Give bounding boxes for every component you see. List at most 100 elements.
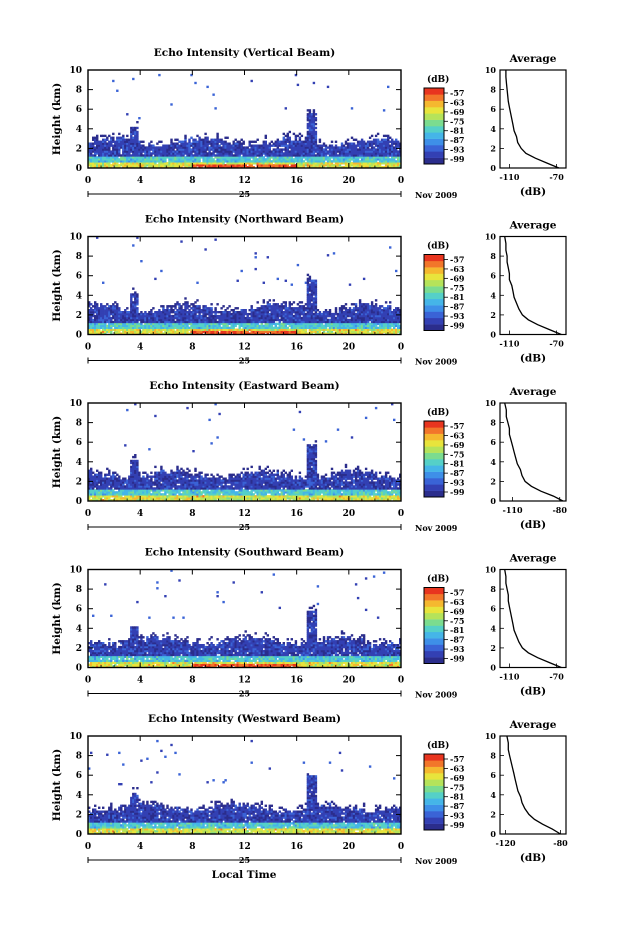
heatmap-cell xyxy=(194,138,197,141)
y-tick-label: 0 xyxy=(76,331,82,341)
heatmap-cell xyxy=(296,83,300,87)
heatmap-cell xyxy=(114,158,117,161)
heatmap-cell xyxy=(218,148,221,151)
heatmap-cell xyxy=(134,148,137,151)
heatmap-cell xyxy=(152,307,155,310)
heatmap-cell xyxy=(200,162,203,165)
heatmap-cell xyxy=(124,154,127,157)
heatmap-cell xyxy=(134,166,137,169)
heatmap-cell xyxy=(106,164,109,167)
heatmap-cell xyxy=(214,140,217,143)
heatmap-cell xyxy=(134,291,137,294)
heatmap-cell xyxy=(212,148,215,151)
heatmap-cell xyxy=(244,154,247,157)
heatmap-cell xyxy=(172,142,175,145)
heatmap-cell xyxy=(232,156,235,159)
heatmap-cell xyxy=(314,122,318,126)
colorbar-swatch xyxy=(424,286,444,293)
heatmap-cell xyxy=(268,299,272,302)
heatmap-cell xyxy=(98,140,101,143)
heatmap-cell xyxy=(250,305,253,308)
heatmap-cell xyxy=(234,152,237,155)
heatmap-cell xyxy=(284,301,288,304)
heatmap-cell xyxy=(130,128,133,132)
heatmap-cell xyxy=(256,146,259,149)
heatmap-cell xyxy=(108,469,111,472)
heatmap-cell xyxy=(226,156,229,159)
heatmap-cell xyxy=(246,146,249,149)
heatmap-cell xyxy=(220,162,223,165)
heatmap-cell xyxy=(218,144,221,147)
heatmap-cell xyxy=(395,269,398,273)
heatmap-cell xyxy=(226,154,229,157)
heatmap-cell xyxy=(174,162,177,165)
heatmap-cell xyxy=(142,156,145,159)
heatmap-cell xyxy=(92,150,95,153)
heatmap-cell xyxy=(208,140,211,143)
heatmap-cell xyxy=(172,152,175,155)
heatmap-cell xyxy=(170,158,173,161)
heatmap-cell xyxy=(186,154,189,157)
heatmap-cell xyxy=(264,150,268,153)
heatmap-cell xyxy=(138,160,141,163)
heatmap-cell xyxy=(118,475,121,478)
heatmap-cells xyxy=(88,236,402,335)
heatmap-cell xyxy=(202,160,205,163)
heatmap-cell xyxy=(102,162,105,165)
profile-y-tick-label: 0 xyxy=(490,163,496,173)
heatmap-cell xyxy=(188,146,191,149)
heatmap-cell xyxy=(254,140,257,143)
heatmap-cell xyxy=(250,156,253,159)
heatmap-cell xyxy=(314,117,318,120)
heatmap-cell xyxy=(330,140,334,143)
heatmap-cell xyxy=(190,142,193,145)
heatmap-cell xyxy=(138,152,141,155)
heatmap-cell xyxy=(120,158,123,161)
heatmap-cell xyxy=(246,152,249,155)
heatmap-cell xyxy=(216,156,219,159)
heatmap-cell xyxy=(164,162,167,165)
heatmap-cell xyxy=(184,144,187,147)
heatmap-cell xyxy=(198,158,201,161)
heatmap-cell xyxy=(186,146,189,149)
heatmap-cell xyxy=(284,279,288,282)
heatmap-cell xyxy=(208,148,211,151)
x-tick-label: 4 xyxy=(137,343,143,353)
heatmap-cell xyxy=(124,148,127,151)
heatmap-cell xyxy=(254,150,257,153)
heatmap-cell xyxy=(224,148,227,151)
heatmap-cell xyxy=(102,144,105,147)
heatmap-cell xyxy=(150,156,153,159)
y-tick-label: 2 xyxy=(76,311,82,321)
heatmap-cell xyxy=(168,158,171,161)
heatmap-cell xyxy=(218,160,221,163)
heatmap-cell xyxy=(152,158,155,161)
heatmap-cell xyxy=(374,299,378,302)
heatmap-cell xyxy=(116,142,119,145)
heatmap-cell xyxy=(124,156,127,159)
heatmap-cell xyxy=(200,140,203,143)
heatmap-cell xyxy=(244,166,247,169)
heatmap-cell xyxy=(138,148,141,151)
heatmap-cell xyxy=(116,150,119,153)
heatmap-cell xyxy=(224,144,227,147)
heatmap-cell xyxy=(242,148,245,151)
heatmap-cell xyxy=(226,142,229,145)
heatmap-cell xyxy=(134,136,137,139)
heatmap-cell xyxy=(206,156,209,159)
heatmap-cell xyxy=(128,150,131,153)
heatmap-cell xyxy=(96,146,99,149)
heatmap-cell xyxy=(130,140,133,143)
heatmap-cell xyxy=(150,160,153,163)
heatmap-cell xyxy=(194,81,197,85)
heatmap-cell xyxy=(138,146,141,149)
colorbar-swatch xyxy=(424,305,444,312)
heatmap-cell xyxy=(134,154,137,157)
heatmap-cell xyxy=(194,150,197,153)
heatmap-cell xyxy=(168,166,171,169)
heatmap-cell xyxy=(194,164,197,167)
heatmap-cell xyxy=(180,164,183,167)
heatmap-cell xyxy=(168,144,171,147)
heatmap-cell xyxy=(172,156,175,159)
